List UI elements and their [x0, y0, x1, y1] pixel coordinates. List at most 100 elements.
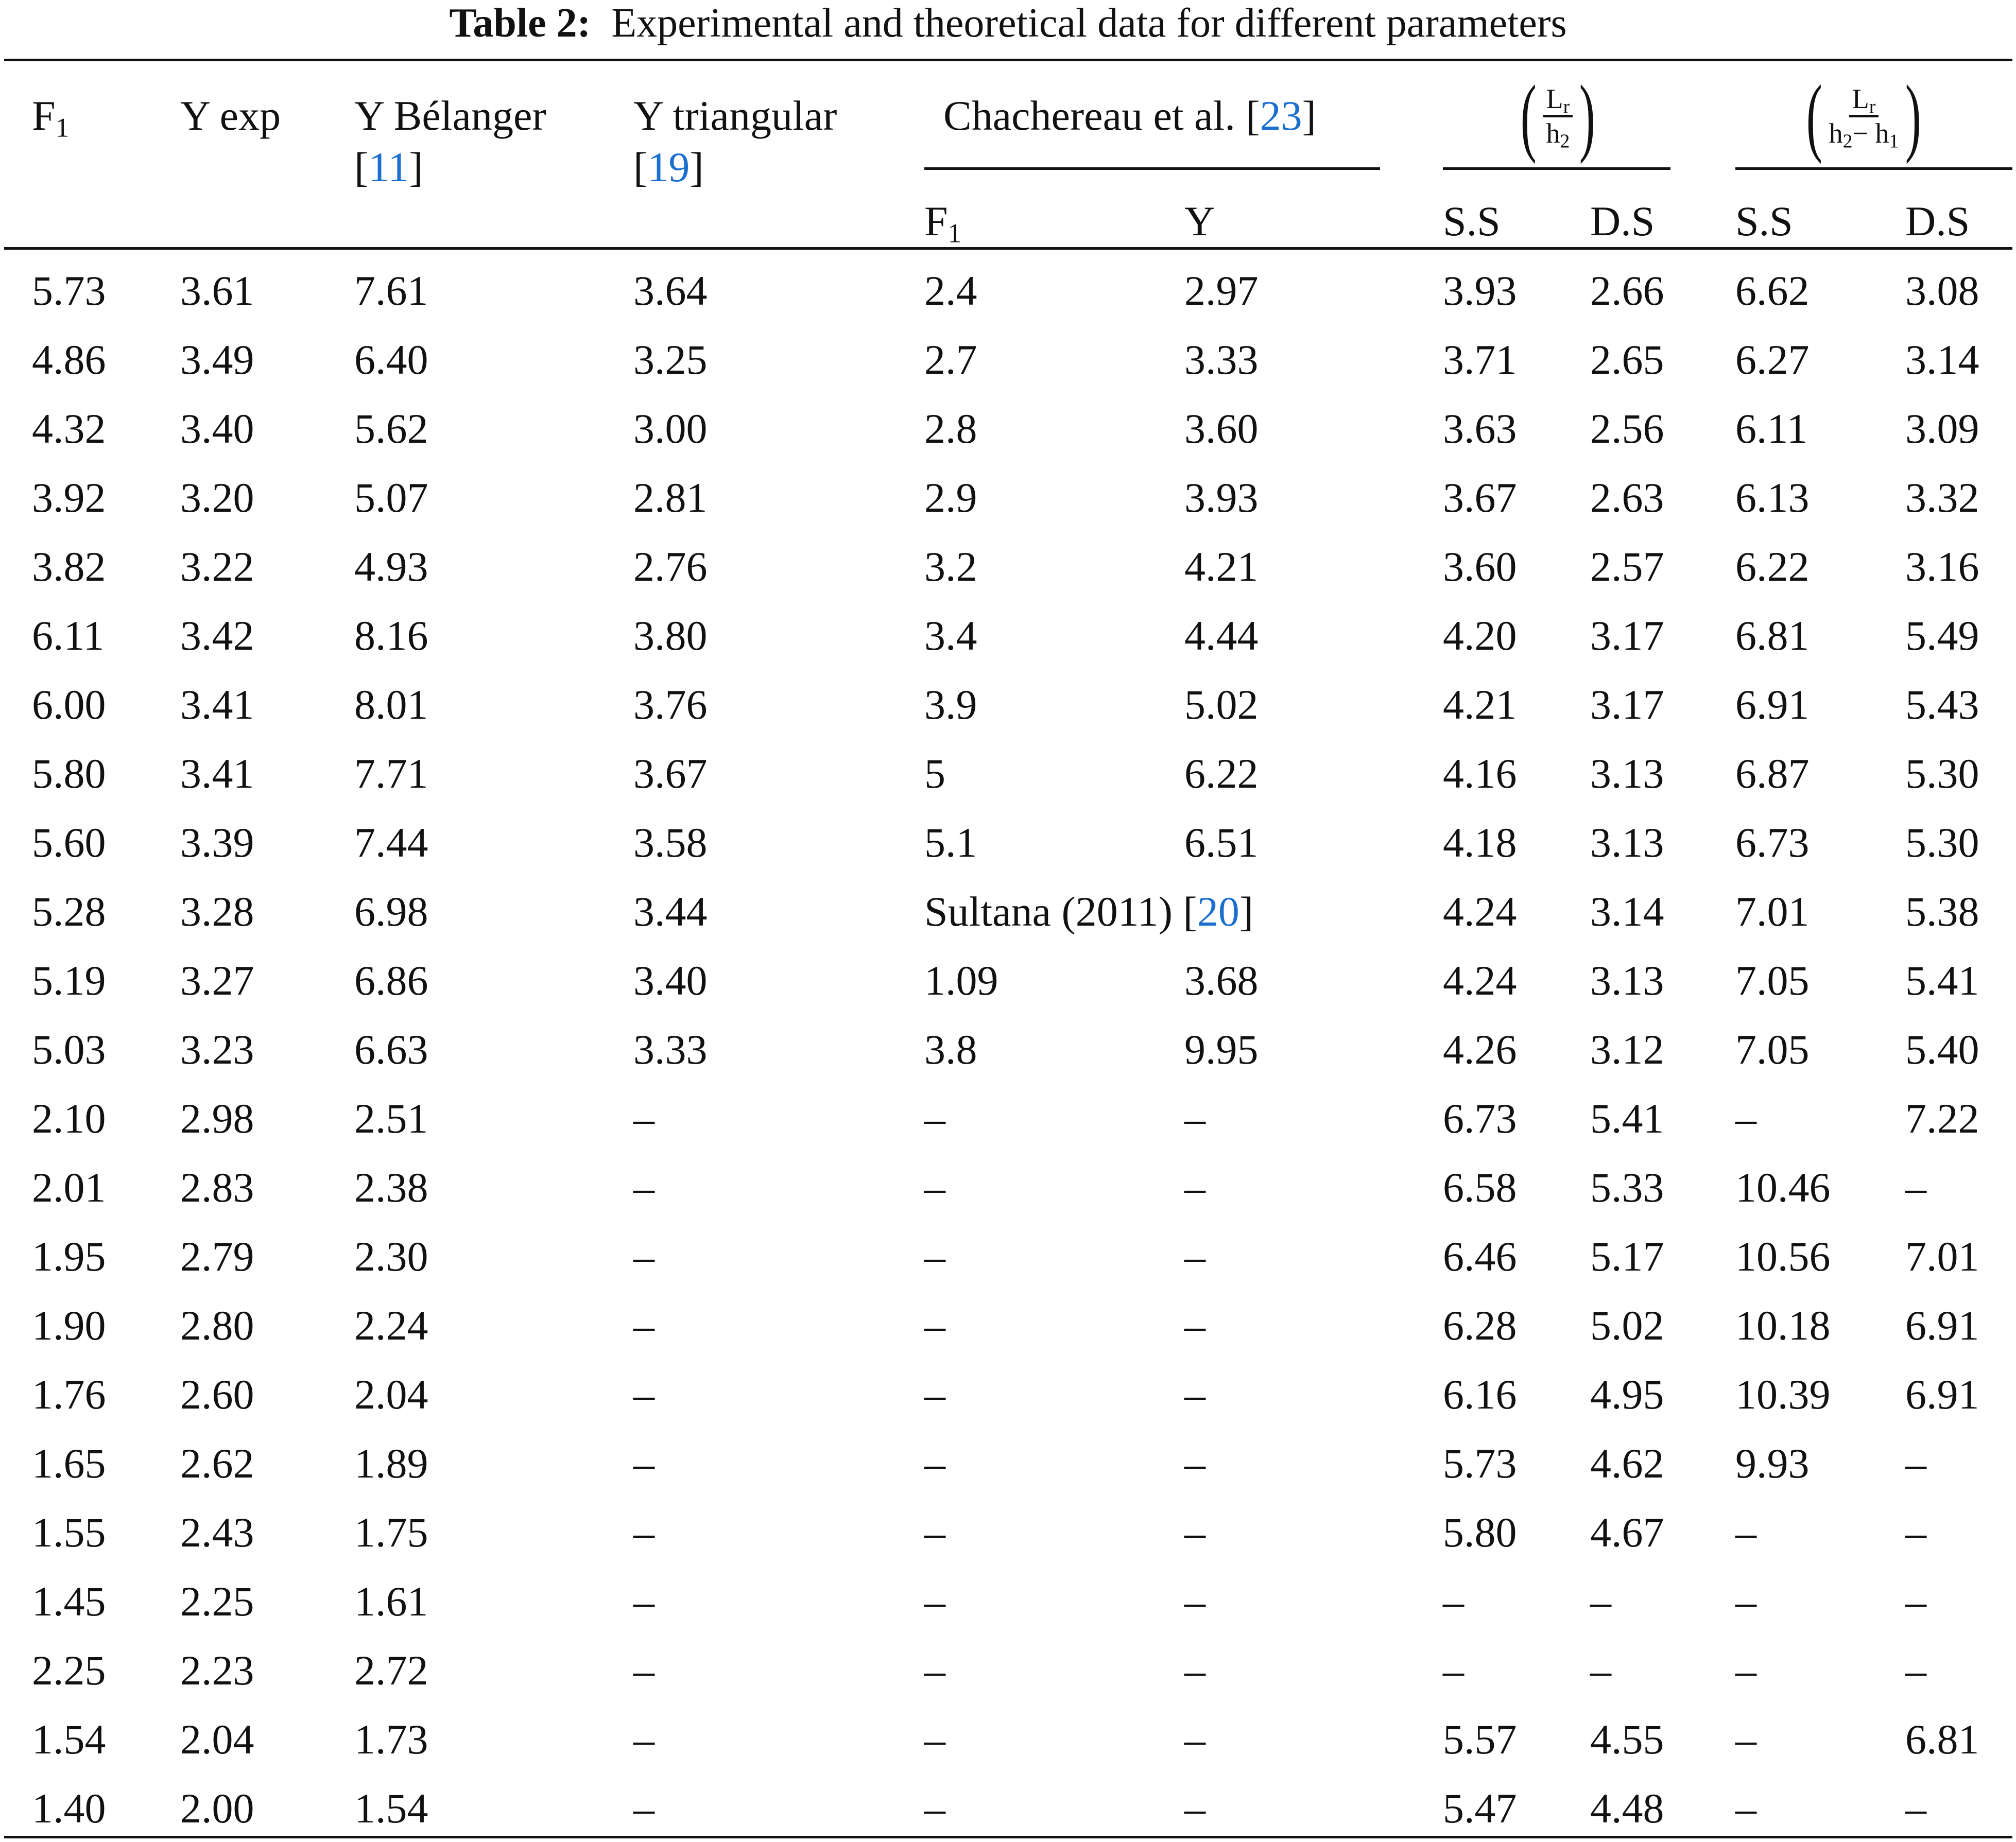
cell-lr-h2h1-ds: 3.08 [1905, 267, 1979, 314]
cell-chachereau-f1: – [924, 1785, 945, 1832]
caption-text: Experimental and theoretical data for di… [611, 1, 1567, 46]
cell-chachereau-y: – [1184, 1647, 1205, 1694]
cell-chachereau-f1: 2.7 [924, 336, 977, 383]
cell-chachereau-f1: – [924, 1440, 945, 1487]
cell-f1: 2.25 [32, 1647, 106, 1694]
cell-f1: 1.90 [32, 1302, 106, 1349]
cell-y-belanger: 7.44 [354, 819, 428, 866]
cell-y-exp: 2.62 [180, 1440, 254, 1487]
cell-lr-h2h1-ss: 6.27 [1735, 336, 1810, 383]
citation-link[interactable]: 11 [368, 144, 409, 190]
cell-lr-h2-ss: 4.24 [1443, 888, 1517, 935]
cell-chachereau-y: 9.95 [1184, 1026, 1259, 1073]
cell-f1: 1.76 [32, 1371, 106, 1418]
cell-chachereau-y: 4.44 [1184, 612, 1259, 659]
cell-lr-h2-ds: 4.67 [1590, 1509, 1664, 1556]
cell-lr-h2h1-ss: 10.46 [1735, 1164, 1831, 1211]
cell-y-exp: 3.27 [180, 957, 254, 1004]
cell-chachereau-f1: – [924, 1095, 945, 1142]
citation-link[interactable]: 19 [647, 144, 690, 190]
cell-lr-h2-ss: 6.28 [1443, 1302, 1517, 1349]
citation-link[interactable]: 20 [1197, 888, 1239, 935]
citation-link[interactable]: 23 [1260, 92, 1302, 139]
cell-y-exp: 2.23 [180, 1647, 254, 1694]
cell-lr-h2h1-ss: – [1735, 1509, 1756, 1556]
cell-y-belanger: 8.16 [354, 612, 428, 659]
cell-lr-h2h1-ds: 6.81 [1905, 1716, 1979, 1763]
chachereau-group-rule [924, 167, 1380, 170]
cell-lr-h2h1-ss: 6.13 [1735, 474, 1810, 521]
cell-y-triangular: 2.76 [633, 543, 708, 590]
cell-lr-h2-ss: 3.60 [1443, 543, 1517, 590]
cell-lr-h2-ds: 2.63 [1590, 474, 1664, 521]
cell-lr-h2-ss: 4.18 [1443, 819, 1517, 866]
cell-y-exp: 3.28 [180, 888, 254, 935]
cell-lr-h2h1-ds: 5.30 [1905, 750, 1979, 797]
cell-y-belanger: 1.89 [354, 1440, 428, 1487]
cell-lr-h2-ss: 5.80 [1443, 1509, 1517, 1556]
header-ss-1: S.S [1443, 198, 1501, 245]
cell-f1: 1.45 [32, 1578, 106, 1625]
cell-lr-h2h1-ss: 7.05 [1735, 1026, 1810, 1073]
cell-y-triangular: – [633, 1647, 654, 1694]
cell-lr-h2-ds: 2.57 [1590, 543, 1664, 590]
cell-chachereau-f1: – [924, 1302, 945, 1349]
cell-lr-h2-ds: 4.55 [1590, 1716, 1664, 1763]
cell-chachereau-y: 2.97 [1184, 267, 1259, 314]
cell-chachereau-f1: 5 [924, 750, 945, 797]
header-ds-2: D.S [1905, 198, 1970, 245]
cell-chachereau-y: – [1184, 1233, 1205, 1280]
cell-chachereau-f1: – [924, 1716, 945, 1763]
cell-lr-h2h1-ds: 3.16 [1905, 543, 1979, 590]
cell-lr-h2h1-ds: – [1905, 1164, 1926, 1211]
cell-lr-h2-ss: 6.73 [1443, 1095, 1517, 1142]
cell-y-belanger: 6.86 [354, 957, 428, 1004]
cell-y-triangular: – [633, 1302, 654, 1349]
cell-y-triangular: 3.40 [633, 957, 708, 1004]
cell-lr-h2-ss: – [1443, 1578, 1464, 1625]
cell-y-belanger: 6.98 [354, 888, 428, 935]
cell-chachereau-f1: 3.2 [924, 543, 977, 590]
cell-lr-h2h1-ss: 6.91 [1735, 681, 1810, 728]
sultana-subheading: Sultana (2011) [20] [924, 888, 1254, 935]
lr-h2-group-rule [1443, 167, 1670, 170]
cell-chachereau-y: – [1184, 1440, 1205, 1487]
cell-lr-h2h1-ds: 5.30 [1905, 819, 1979, 866]
cell-f1: 2.10 [32, 1095, 106, 1142]
cell-chachereau-f1: – [924, 1233, 945, 1280]
cell-f1: 3.92 [32, 474, 106, 521]
cell-lr-h2-ss: 5.47 [1443, 1785, 1517, 1832]
cell-y-exp: 3.61 [180, 267, 254, 314]
cell-y-exp: 3.41 [180, 750, 254, 797]
cell-y-exp: 3.22 [180, 543, 254, 590]
cell-lr-h2h1-ss: 7.01 [1735, 888, 1810, 935]
header-y-exp: Y exp [180, 92, 281, 139]
cell-y-belanger: 4.93 [354, 543, 428, 590]
cell-y-belanger: 7.61 [354, 267, 428, 314]
cell-y-exp: 3.49 [180, 336, 254, 383]
cell-y-triangular: – [633, 1509, 654, 1556]
cell-y-belanger: 7.71 [354, 750, 428, 797]
cell-y-belanger: 2.72 [354, 1647, 428, 1694]
header-ss-2: S.S [1735, 198, 1793, 245]
cell-lr-h2-ds: 3.17 [1590, 612, 1664, 659]
cell-lr-h2-ds: 5.17 [1590, 1233, 1664, 1280]
cell-y-exp: 3.23 [180, 1026, 254, 1073]
cell-chachereau-y: 3.93 [1184, 474, 1259, 521]
header-y-triangular: Y triangular [19] [633, 92, 837, 190]
cell-y-triangular: – [633, 1785, 654, 1832]
cell-y-belanger: 2.04 [354, 1371, 428, 1418]
cell-y-belanger: 1.61 [354, 1578, 428, 1625]
cell-lr-h2h1-ds: – [1905, 1509, 1926, 1556]
cell-f1: 6.11 [32, 612, 105, 659]
cell-chachereau-f1: 1.09 [924, 957, 998, 1004]
cell-y-belanger: 2.38 [354, 1164, 428, 1211]
cell-lr-h2h1-ss: 6.87 [1735, 750, 1810, 797]
cell-lr-h2-ds: 4.95 [1590, 1371, 1664, 1418]
cell-lr-h2h1-ss: 9.93 [1735, 1440, 1810, 1487]
cell-lr-h2h1-ds: 5.43 [1905, 681, 1979, 728]
cell-chachereau-y: – [1184, 1095, 1205, 1142]
cell-lr-h2-ds: 2.65 [1590, 336, 1664, 383]
cell-lr-h2h1-ds: 7.01 [1905, 1233, 1979, 1280]
cell-y-belanger: 6.40 [354, 336, 428, 383]
